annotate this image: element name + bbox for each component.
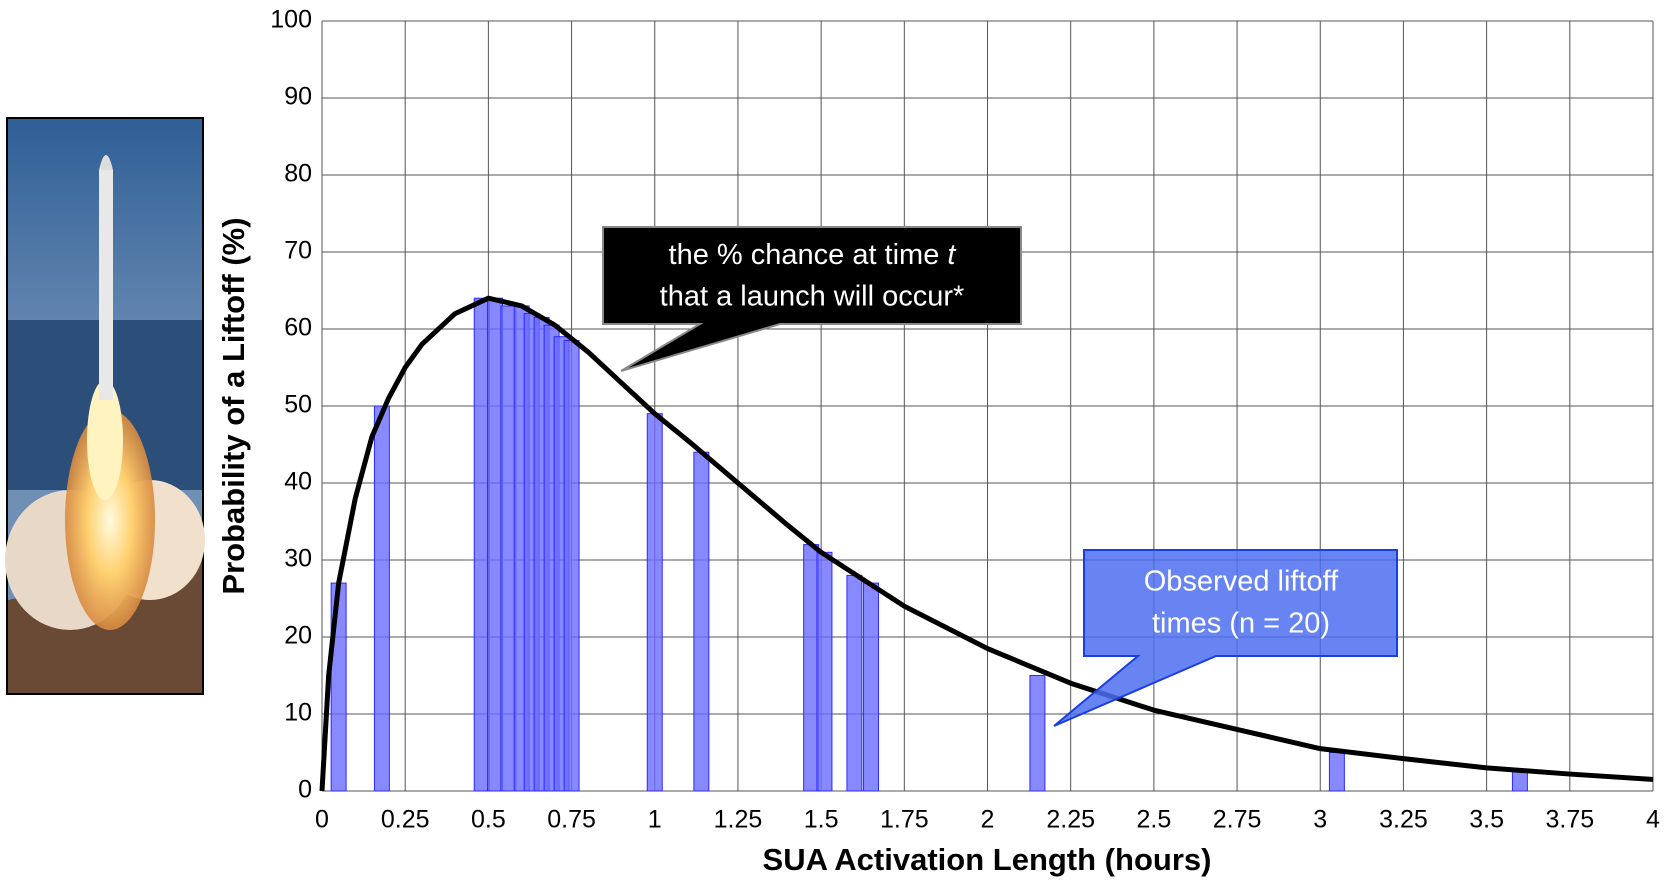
annotation-text: the % chance at time t — [669, 239, 958, 271]
y-tick-label: 0 — [298, 776, 312, 804]
y-tick-label: 20 — [284, 622, 312, 650]
bar — [846, 574, 863, 792]
bar — [373, 405, 390, 792]
curve — [319, 295, 1654, 792]
bar — [563, 340, 580, 792]
rocket-photo — [5, 117, 205, 695]
y-axis-title: Probability of a Liftoff (%) — [216, 217, 251, 594]
annotation-text: times (n = 20) — [1152, 608, 1330, 640]
annotation-text: Observed liftoff — [1144, 566, 1339, 598]
x-tick-label: 3.75 — [1545, 806, 1594, 834]
y-tick-label: 60 — [284, 314, 312, 342]
x-tick-label: 2 — [981, 806, 995, 834]
annotation-part: t — [947, 239, 957, 271]
x-tick-label: 1.25 — [714, 806, 763, 834]
x-axis-title: SUA Activation Length (hours) — [763, 842, 1212, 877]
x-tick-label: 0.25 — [381, 806, 430, 834]
x-tick-label: 3.25 — [1379, 806, 1428, 834]
bar — [473, 297, 490, 792]
annotation-text: that a launch will occur* — [660, 281, 965, 313]
bar — [1328, 752, 1345, 792]
y-tick-label: 100 — [270, 6, 312, 34]
bar — [803, 544, 820, 792]
x-tick-label: 1.5 — [804, 806, 839, 834]
y-tick-label: 30 — [284, 545, 312, 573]
x-tick-label: 2.5 — [1136, 806, 1171, 834]
bar — [1029, 675, 1046, 792]
bar — [1511, 771, 1528, 792]
x-tick-label: 1.75 — [880, 806, 929, 834]
y-tick-label: 80 — [284, 160, 312, 188]
y-tick-label: 50 — [284, 391, 312, 419]
y-tick-label: 70 — [284, 237, 312, 265]
annotation-part: the % chance at time — [669, 239, 948, 271]
x-tick-label: 4 — [1646, 806, 1660, 834]
x-tick-label: 3 — [1313, 806, 1327, 834]
y-tick-label: 40 — [284, 468, 312, 496]
x-tick-label: 0.75 — [547, 806, 596, 834]
bar — [863, 582, 880, 792]
x-tick-label: 1 — [648, 806, 662, 834]
bar — [816, 551, 833, 792]
callout-blue: Observed liftoff times (n = 20) — [1053, 549, 1398, 727]
bar — [693, 451, 710, 792]
bar — [646, 413, 663, 792]
callout-black: the % chance at time t that a launch wil… — [602, 226, 1022, 372]
x-tick-label: 3.5 — [1469, 806, 1504, 834]
bar — [500, 305, 517, 792]
x-tick-label: 2.25 — [1046, 806, 1095, 834]
x-tick-label: 2.75 — [1213, 806, 1262, 834]
x-tick-label: 0 — [315, 806, 329, 834]
bar — [487, 297, 504, 792]
y-tick-label: 10 — [284, 699, 312, 727]
y-tick-label: 90 — [284, 83, 312, 111]
x-tick-label: 0.5 — [471, 806, 506, 834]
